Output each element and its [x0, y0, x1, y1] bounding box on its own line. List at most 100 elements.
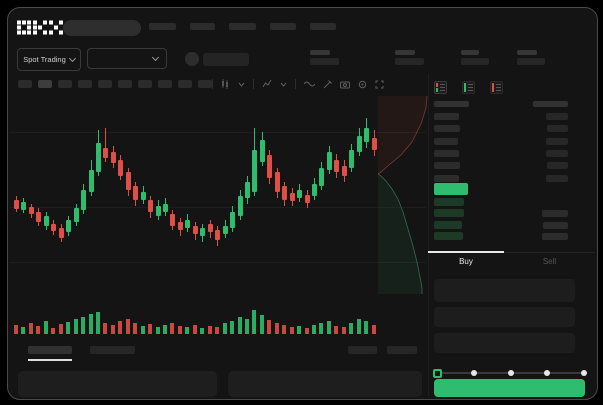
volume-bar [207, 326, 212, 334]
orders-tab-active[interactable] [28, 346, 72, 354]
interval-button[interactable] [58, 80, 72, 88]
nav-item[interactable] [270, 23, 296, 30]
volume-bar [192, 325, 197, 334]
candle-body [267, 155, 273, 178]
pair-selector[interactable] [87, 48, 167, 69]
candle-body [371, 138, 377, 150]
candle-wick [60, 224, 62, 242]
candle-wick [83, 184, 85, 214]
nav-item[interactable] [229, 23, 256, 30]
orders-filter[interactable] [348, 346, 377, 354]
candle-body [326, 152, 332, 170]
volume-bar [312, 325, 316, 334]
coin-avatar[interactable] [185, 52, 199, 66]
market-type-selector[interactable]: Spot Trading [17, 48, 81, 71]
dash [468, 90, 473, 91]
volume-bar [140, 326, 145, 334]
candle-wick [16, 196, 17, 212]
candle-wick [306, 190, 308, 208]
orderbook-price-header [434, 101, 469, 107]
wave-icon[interactable] [304, 80, 315, 88]
candle-wick [284, 182, 286, 206]
volume-bar [14, 325, 18, 334]
ask-price-bar[interactable] [434, 150, 459, 157]
interval-button[interactable] [118, 80, 132, 88]
toolbar-divider [253, 79, 254, 89]
tab-buy[interactable]: Buy [459, 257, 473, 266]
bid-price-bar[interactable] [434, 198, 464, 206]
stat-label-bar [310, 50, 330, 55]
gear-icon[interactable] [358, 80, 367, 89]
chevron-down-icon[interactable] [280, 81, 287, 88]
expand-icon[interactable] [375, 80, 384, 89]
last-price-badge[interactable] [434, 183, 468, 195]
candle-body [148, 200, 154, 212]
ask-amount-bar [547, 125, 568, 132]
search-input[interactable] [63, 20, 141, 36]
order-total-input[interactable] [434, 333, 575, 353]
chevron-down-icon[interactable] [238, 81, 245, 88]
candle-body [207, 224, 213, 232]
pencil-icon[interactable] [323, 79, 332, 89]
candle-body [58, 228, 64, 238]
stat-group [461, 50, 489, 65]
candle-body [282, 186, 288, 200]
candle-body [297, 190, 303, 198]
nav-item[interactable] [310, 23, 336, 30]
top-nav [149, 23, 336, 30]
buy-submit-button[interactable] [434, 379, 585, 397]
interval-button[interactable] [98, 80, 112, 88]
candle-wick [172, 210, 174, 230]
ask-amount-bar [546, 175, 568, 182]
interval-button[interactable] [178, 80, 192, 88]
interval-button[interactable] [198, 80, 212, 88]
interval-button[interactable] [138, 80, 152, 88]
bid-price-bar[interactable] [434, 221, 462, 229]
nav-item[interactable] [149, 23, 176, 30]
candle-body [43, 216, 49, 226]
camera-icon[interactable] [340, 80, 350, 89]
chevron-down-icon [68, 54, 76, 63]
orderbook-view-bids-icon[interactable] [462, 81, 475, 94]
volume-bar [244, 319, 249, 334]
bid-price-bar[interactable] [434, 209, 464, 217]
candle-wick [336, 154, 338, 178]
orderbook-view-both-icon[interactable] [434, 81, 447, 94]
candles-icon[interactable] [221, 79, 230, 89]
order-history-panel [228, 371, 422, 397]
bid-price-bar[interactable] [434, 232, 463, 240]
ask-price-bar[interactable] [434, 175, 459, 182]
order-amount-input[interactable] [434, 307, 575, 327]
interval-button[interactable] [78, 80, 92, 88]
indicator-icon[interactable] [262, 79, 272, 89]
volume-bar [297, 326, 302, 334]
candle-wick [112, 146, 114, 168]
stat-group [395, 50, 424, 65]
interval-button[interactable] [158, 80, 172, 88]
slider-stop-dot[interactable] [470, 370, 477, 376]
stat-group [310, 50, 339, 65]
buy-tab-active-indicator [428, 251, 504, 253]
volume-bar [200, 328, 205, 334]
ask-price-bar[interactable] [434, 125, 460, 132]
candle-wick [30, 204, 32, 218]
order-price-input[interactable] [434, 279, 575, 302]
nav-item[interactable] [190, 23, 215, 30]
interval-button[interactable] [38, 80, 52, 88]
stat-label-bar [517, 50, 537, 55]
slider-stop-dot[interactable] [581, 370, 587, 376]
ask-price-bar[interactable] [434, 162, 460, 169]
ask-price-bar[interactable] [434, 113, 459, 120]
slider-handle[interactable] [432, 369, 442, 378]
volume-bar [349, 323, 354, 334]
tab-sell[interactable]: Sell [542, 257, 557, 266]
orderbook-view-asks-icon[interactable] [490, 81, 503, 94]
orders-filter[interactable] [387, 346, 417, 354]
slider-stop-dot[interactable] [544, 370, 551, 376]
candle-wick [351, 144, 353, 172]
interval-button[interactable] [18, 80, 32, 88]
slider-stop-dot[interactable] [507, 370, 514, 376]
ask-price-bar[interactable] [434, 138, 458, 145]
stat-value-bar [461, 58, 489, 65]
orders-tab[interactable] [90, 346, 135, 354]
